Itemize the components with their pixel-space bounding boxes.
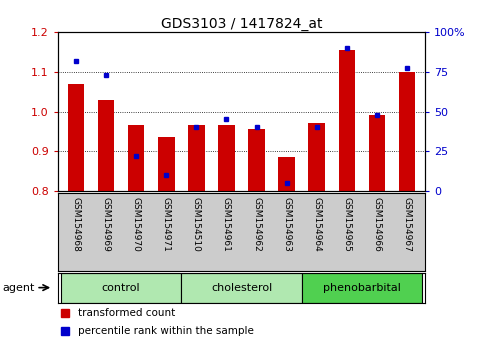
Bar <box>158 137 174 191</box>
Bar <box>218 125 235 191</box>
Text: control: control <box>102 282 141 293</box>
Text: GSM154964: GSM154964 <box>312 197 321 252</box>
Text: GSM154963: GSM154963 <box>282 197 291 252</box>
Text: GSM154969: GSM154969 <box>101 197 111 252</box>
Text: GSM154962: GSM154962 <box>252 197 261 252</box>
Bar <box>248 130 265 191</box>
Bar <box>339 50 355 191</box>
Bar <box>188 125 205 191</box>
Text: percentile rank within the sample: percentile rank within the sample <box>78 326 254 336</box>
Bar <box>181 273 302 303</box>
Text: GSM154966: GSM154966 <box>372 197 382 252</box>
Text: GSM154968: GSM154968 <box>71 197 81 252</box>
Bar <box>98 99 114 191</box>
Bar <box>278 157 295 191</box>
Text: transformed count: transformed count <box>78 308 175 318</box>
Bar <box>398 72 415 191</box>
Bar <box>61 273 181 303</box>
Text: GSM154510: GSM154510 <box>192 197 201 252</box>
Bar <box>309 124 325 191</box>
Title: GDS3103 / 1417824_at: GDS3103 / 1417824_at <box>161 17 322 31</box>
Text: GSM154961: GSM154961 <box>222 197 231 252</box>
Bar <box>68 84 85 191</box>
Bar <box>369 115 385 191</box>
Text: GSM154970: GSM154970 <box>132 197 141 252</box>
Text: phenobarbital: phenobarbital <box>323 282 401 293</box>
Text: cholesterol: cholesterol <box>211 282 272 293</box>
Text: agent: agent <box>2 282 35 293</box>
Text: GSM154967: GSM154967 <box>402 197 412 252</box>
Text: GSM154965: GSM154965 <box>342 197 351 252</box>
Text: GSM154971: GSM154971 <box>162 197 171 252</box>
Bar <box>302 273 422 303</box>
Bar <box>128 125 144 191</box>
